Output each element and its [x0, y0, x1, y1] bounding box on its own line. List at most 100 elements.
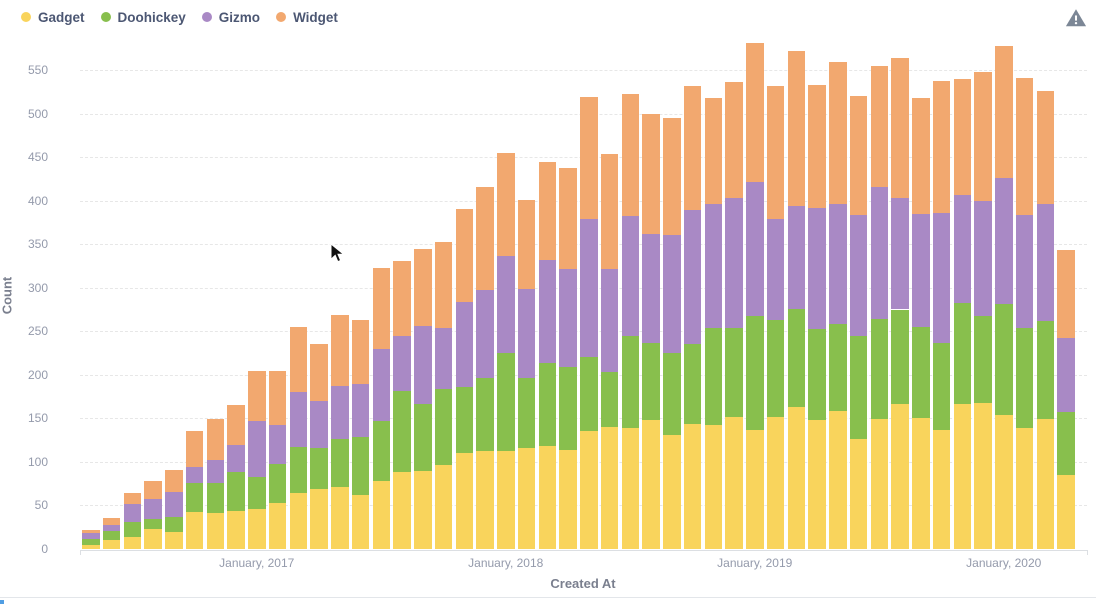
- bar-segment-gizmo[interactable]: [995, 177, 1013, 305]
- bar-segment-widget[interactable]: [393, 260, 411, 336]
- legend-item-gizmo[interactable]: Gizmo: [201, 10, 260, 25]
- bar-segment-gadget[interactable]: [185, 511, 204, 549]
- bar-segment-gizmo[interactable]: [289, 392, 307, 448]
- bar-segment-doohickey[interactable]: [393, 391, 411, 473]
- bar-segment-doohickey[interactable]: [559, 366, 577, 450]
- bar-segment-gadget[interactable]: [580, 431, 598, 549]
- bar-segment-gadget[interactable]: [870, 419, 888, 549]
- bar-segment-gizmo[interactable]: [849, 214, 868, 336]
- bar-segment-gizmo[interactable]: [248, 420, 266, 477]
- bar-segment-gadget[interactable]: [310, 488, 328, 549]
- bar-segment-widget[interactable]: [102, 517, 121, 525]
- bar-segment-gadget[interactable]: [102, 540, 121, 549]
- bar-segment-gadget[interactable]: [1036, 419, 1054, 549]
- bar-segment-gadget[interactable]: [165, 531, 183, 549]
- bar-segment-gizmo[interactable]: [912, 213, 930, 327]
- bar-segment-doohickey[interactable]: [82, 539, 100, 545]
- bar-segment-widget[interactable]: [1015, 77, 1034, 216]
- bar-segment-gadget[interactable]: [1057, 474, 1075, 549]
- bar-segment-gadget[interactable]: [227, 510, 245, 549]
- bar-segment-doohickey[interactable]: [1036, 320, 1054, 420]
- bar-segment-widget[interactable]: [580, 96, 598, 219]
- bar-segment-gizmo[interactable]: [206, 460, 224, 483]
- bar-segment-gadget[interactable]: [725, 417, 743, 549]
- bar-segment-gizmo[interactable]: [102, 524, 121, 531]
- bar-segment-doohickey[interactable]: [974, 316, 992, 403]
- bar-segment-doohickey[interactable]: [766, 319, 785, 417]
- bar-segment-gadget[interactable]: [912, 418, 930, 549]
- bar-segment-gizmo[interactable]: [600, 268, 619, 373]
- bar-segment-widget[interactable]: [870, 65, 888, 187]
- bar-segment-doohickey[interactable]: [580, 357, 598, 432]
- bar-segment-gizmo[interactable]: [870, 186, 888, 320]
- bar-segment-doohickey[interactable]: [331, 439, 349, 488]
- bar-segment-doohickey[interactable]: [621, 335, 639, 428]
- bar-segment-doohickey[interactable]: [144, 519, 162, 529]
- bar-segment-gadget[interactable]: [600, 427, 619, 549]
- bar-segment-gadget[interactable]: [82, 544, 100, 549]
- bar-segment-widget[interactable]: [808, 84, 826, 208]
- bar-segment-gadget[interactable]: [206, 513, 224, 549]
- bar-segment-doohickey[interactable]: [1057, 412, 1075, 475]
- bar-segment-gizmo[interactable]: [455, 301, 473, 387]
- bar-segment-widget[interactable]: [165, 469, 183, 492]
- bar-segment-gizmo[interactable]: [517, 289, 536, 379]
- bar-segment-gadget[interactable]: [683, 424, 702, 549]
- bar-segment-gadget[interactable]: [746, 429, 764, 549]
- bar-segment-gadget[interactable]: [351, 495, 370, 549]
- bar-segment-gizmo[interactable]: [663, 234, 681, 354]
- bar-segment-gadget[interactable]: [995, 414, 1013, 549]
- bar-segment-widget[interactable]: [1057, 250, 1075, 339]
- bar-segment-doohickey[interactable]: [891, 309, 909, 405]
- legend-item-widget[interactable]: Widget: [276, 10, 338, 25]
- bar-segment-widget[interactable]: [621, 94, 639, 217]
- bar-segment-widget[interactable]: [642, 114, 660, 234]
- bar-segment-gizmo[interactable]: [393, 335, 411, 392]
- bar-segment-gadget[interactable]: [891, 404, 909, 549]
- bar-segment-gadget[interactable]: [974, 402, 992, 549]
- bar-segment-doohickey[interactable]: [434, 388, 453, 466]
- bar-segment-gizmo[interactable]: [372, 348, 390, 421]
- bar-segment-gizmo[interactable]: [310, 400, 328, 448]
- bar-segment-gizmo[interactable]: [891, 198, 909, 310]
- bar-segment-doohickey[interactable]: [455, 387, 473, 454]
- bar-segment-gizmo[interactable]: [123, 503, 141, 522]
- bar-segment-widget[interactable]: [206, 419, 224, 461]
- bar-segment-widget[interactable]: [787, 50, 805, 206]
- bar-segment-widget[interactable]: [351, 319, 370, 384]
- bar-segment-gizmo[interactable]: [538, 259, 556, 364]
- bar-segment-gadget[interactable]: [372, 481, 390, 549]
- bar-segment-gadget[interactable]: [642, 420, 660, 549]
- bar-segment-widget[interactable]: [268, 371, 287, 426]
- bar-segment-doohickey[interactable]: [683, 344, 702, 425]
- bar-segment-gadget[interactable]: [849, 439, 868, 549]
- bar-segment-gizmo[interactable]: [497, 255, 515, 354]
- warning-icon[interactable]: [1065, 7, 1087, 29]
- bar-segment-gizmo[interactable]: [185, 467, 204, 483]
- bar-segment-doohickey[interactable]: [1015, 327, 1034, 428]
- bar-segment-doohickey[interactable]: [808, 328, 826, 421]
- bar-segment-gadget[interactable]: [829, 411, 847, 549]
- bar-segment-widget[interactable]: [144, 481, 162, 500]
- bar-segment-gadget[interactable]: [248, 508, 266, 549]
- bar-segment-gadget[interactable]: [144, 528, 162, 549]
- bar-segment-gizmo[interactable]: [683, 210, 702, 345]
- bar-segment-doohickey[interactable]: [932, 343, 951, 430]
- bar-segment-widget[interactable]: [248, 371, 266, 421]
- bar-segment-widget[interactable]: [891, 57, 909, 198]
- bar-segment-doohickey[interactable]: [787, 308, 805, 408]
- bar-segment-gizmo[interactable]: [1057, 338, 1075, 413]
- bar-segment-gadget[interactable]: [497, 451, 515, 549]
- bar-segment-widget[interactable]: [849, 96, 868, 215]
- bar-segment-doohickey[interactable]: [310, 447, 328, 489]
- bar-segment-gadget[interactable]: [331, 487, 349, 549]
- bar-segment-gadget[interactable]: [766, 416, 785, 549]
- bar-segment-widget[interactable]: [704, 97, 722, 205]
- bar-segment-gizmo[interactable]: [331, 386, 349, 440]
- bar-segment-gizmo[interactable]: [953, 194, 971, 304]
- bar-segment-doohickey[interactable]: [123, 522, 141, 537]
- bar-segment-gizmo[interactable]: [580, 218, 598, 358]
- bar-segment-widget[interactable]: [455, 209, 473, 302]
- bar-segment-gadget[interactable]: [123, 536, 141, 549]
- bar-segment-doohickey[interactable]: [517, 378, 536, 448]
